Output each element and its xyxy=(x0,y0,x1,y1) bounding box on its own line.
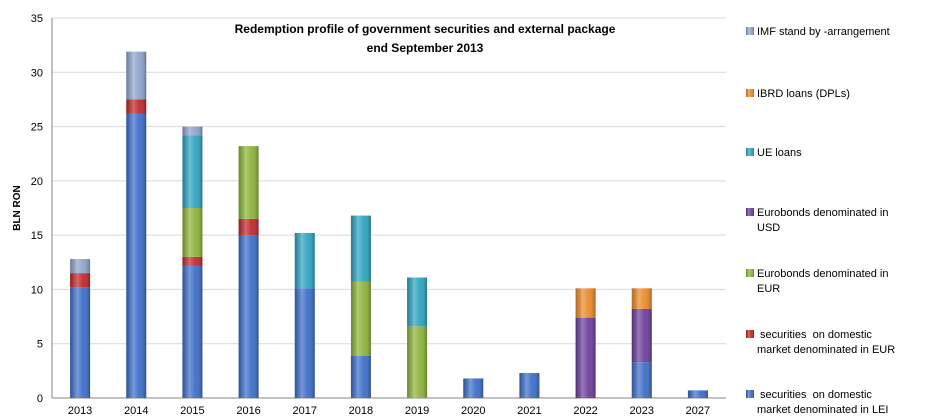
y-tick-label: 20 xyxy=(31,176,43,188)
legend: IMF stand by -arrangement IBRD loans (DPL… xyxy=(746,26,895,416)
bar-shading xyxy=(350,355,371,398)
x-tick-label: 2014 xyxy=(124,405,148,417)
legend-label: Eurobonds denominated in xyxy=(757,268,888,280)
bar-shading xyxy=(631,362,652,398)
legend-item: UE loans xyxy=(746,147,802,159)
y-tick-label: 15 xyxy=(31,230,43,242)
x-tick-label: 2021 xyxy=(517,405,541,417)
legend-label: IMF stand by -arrangement xyxy=(757,26,890,38)
legend-item: securities on domestic market denominated… xyxy=(746,389,888,416)
bar-shading xyxy=(182,126,203,136)
bar-shading xyxy=(294,288,315,398)
legend-swatch-shading xyxy=(746,390,754,398)
bar-shading xyxy=(238,146,259,219)
y-tick-label: 5 xyxy=(37,339,43,351)
bar-shading xyxy=(182,208,203,257)
bar-shading xyxy=(238,218,259,236)
bar-shading xyxy=(519,373,540,398)
bar-shading xyxy=(407,326,428,398)
x-tick-labels: 2013 2014 2015 2016 2017 2018 2019 2020 2021 2022… xyxy=(68,405,710,417)
legend-swatch-shading xyxy=(746,330,754,338)
legend-swatch-shading xyxy=(746,148,754,156)
bar-shading xyxy=(631,288,652,309)
legend-label: USD xyxy=(757,222,780,234)
bar-shading xyxy=(70,287,91,398)
x-tick-label: 2013 xyxy=(68,405,92,417)
x-tick-label: 2016 xyxy=(236,405,260,417)
y-tick-label: 35 xyxy=(31,13,43,25)
legend-label: market denominated in LEI xyxy=(757,404,888,416)
x-tick-label: 2019 xyxy=(405,405,429,417)
legend-item: Eurobonds denominated in EUR xyxy=(746,268,888,295)
chart-title: Redemption profile of government securit… xyxy=(235,22,616,36)
legend-swatch-shading xyxy=(746,89,754,97)
x-tick-label: 2020 xyxy=(461,405,485,417)
y-tick-label: 30 xyxy=(31,67,43,79)
y-axis-label: BLN RON xyxy=(12,185,23,231)
gridlines xyxy=(52,17,726,345)
legend-label: IBRD loans (DPLs) xyxy=(757,88,850,100)
legend-item: Eurobonds denominated in USD xyxy=(746,207,888,234)
x-tick-label: 2017 xyxy=(293,405,317,417)
legend-item: IBRD loans (DPLs) xyxy=(746,88,850,100)
legend-swatch-shading xyxy=(746,27,754,35)
legend-label: market denominated in EUR xyxy=(757,344,895,356)
bar-shading xyxy=(126,51,147,100)
x-tick-label: 2023 xyxy=(630,405,654,417)
x-tick-label: 2027 xyxy=(686,405,710,417)
y-tick-label: 10 xyxy=(31,284,43,296)
bar-shading xyxy=(350,215,371,282)
bar-shading xyxy=(350,281,371,356)
y-tick-label: 25 xyxy=(31,122,43,134)
bars xyxy=(70,51,708,399)
y-tick-label: 0 xyxy=(37,393,43,405)
bar-shading xyxy=(631,308,652,363)
bar-shading xyxy=(70,259,91,274)
legend-swatch-shading xyxy=(746,208,754,216)
legend-label: Eurobonds denominated in xyxy=(757,207,888,219)
bar-shading xyxy=(575,288,596,318)
bar-shading xyxy=(407,277,428,327)
bar-shading xyxy=(182,256,203,266)
legend-item: securities on domestic market denominated… xyxy=(746,329,895,356)
legend-item: IMF stand by -arrangement xyxy=(746,26,890,38)
chart-subtitle: end September 2013 xyxy=(367,41,484,55)
x-tick-label: 2018 xyxy=(349,405,373,417)
legend-label: UE loans xyxy=(757,147,802,159)
bar-shading xyxy=(687,390,708,398)
bar-shading xyxy=(238,235,259,398)
bar-shading xyxy=(294,232,315,289)
x-tick-label: 2022 xyxy=(573,405,597,417)
legend-label: securities on domestic xyxy=(757,389,872,401)
bar-shading xyxy=(182,135,203,208)
axes xyxy=(51,18,726,399)
bar-shading xyxy=(126,113,147,399)
bar-shading xyxy=(463,378,484,398)
legend-swatch-shading xyxy=(746,269,754,277)
y-tick-labels: 0 5 10 15 20 25 30 35 xyxy=(31,13,43,405)
bar-shading xyxy=(575,317,596,398)
bar-shading xyxy=(70,273,91,288)
bar-shading xyxy=(126,99,147,114)
legend-label: EUR xyxy=(757,283,780,295)
legend-label: securities on domestic xyxy=(757,329,872,341)
bar-shading xyxy=(182,265,203,398)
x-tick-label: 2015 xyxy=(180,405,204,417)
